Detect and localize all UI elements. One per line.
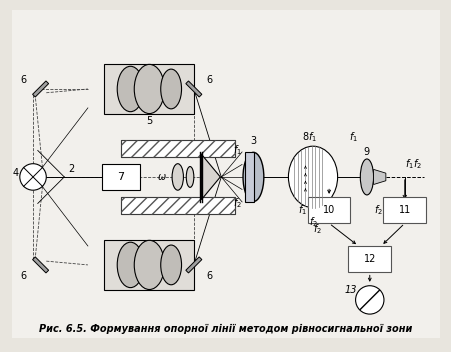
Text: $f_2$: $f_2$ (313, 222, 322, 236)
Polygon shape (121, 197, 234, 214)
Text: 5: 5 (146, 116, 152, 126)
Polygon shape (12, 5, 439, 338)
Text: 8: 8 (302, 132, 308, 142)
Circle shape (20, 164, 46, 190)
Ellipse shape (161, 69, 181, 109)
Ellipse shape (359, 159, 373, 195)
Polygon shape (104, 64, 194, 114)
Ellipse shape (134, 240, 164, 289)
Polygon shape (32, 81, 49, 97)
Text: 7: 7 (117, 172, 124, 182)
Polygon shape (32, 257, 49, 273)
Text: 2: 2 (69, 164, 75, 174)
Text: 11: 11 (398, 205, 410, 215)
Polygon shape (244, 152, 254, 202)
Ellipse shape (172, 164, 183, 190)
Text: $f_1$: $f_1$ (349, 130, 358, 144)
Text: 9: 9 (363, 147, 369, 157)
Polygon shape (102, 164, 140, 190)
Text: 6: 6 (20, 75, 27, 84)
Text: 6: 6 (206, 271, 212, 281)
Ellipse shape (288, 146, 337, 208)
Polygon shape (185, 257, 202, 273)
Text: 12: 12 (363, 254, 375, 264)
Text: $f_2$: $f_2$ (373, 203, 382, 217)
Polygon shape (373, 169, 385, 184)
Polygon shape (185, 81, 202, 97)
Text: 6: 6 (206, 75, 212, 84)
Polygon shape (348, 246, 390, 272)
Polygon shape (104, 240, 194, 289)
Text: $f_1$: $f_1$ (298, 203, 307, 217)
Ellipse shape (134, 64, 164, 114)
Text: 3: 3 (250, 136, 256, 146)
Circle shape (355, 286, 383, 314)
Text: 4: 4 (13, 168, 19, 178)
Ellipse shape (161, 245, 181, 285)
Text: 13: 13 (344, 285, 356, 295)
Text: $\omega$: $\omega$ (156, 172, 166, 182)
Polygon shape (382, 197, 425, 223)
Polygon shape (201, 154, 220, 200)
Text: Рис. 6.5. Формування опорної лінії методом рівносигнальної зони: Рис. 6.5. Формування опорної лінії метод… (39, 324, 412, 334)
Text: 6: 6 (20, 271, 27, 281)
Text: $f_1f_2$: $f_1f_2$ (404, 157, 421, 171)
Text: 10: 10 (322, 205, 335, 215)
Ellipse shape (117, 66, 143, 112)
Text: $f_2$: $f_2$ (232, 196, 241, 210)
Polygon shape (121, 140, 234, 157)
Text: $f_1$: $f_1$ (308, 130, 317, 144)
Polygon shape (307, 197, 350, 223)
Text: $f_1$: $f_1$ (232, 144, 241, 157)
Text: $f_2$: $f_2$ (308, 215, 317, 229)
Ellipse shape (243, 152, 263, 202)
Ellipse shape (117, 242, 143, 288)
Ellipse shape (186, 166, 193, 187)
